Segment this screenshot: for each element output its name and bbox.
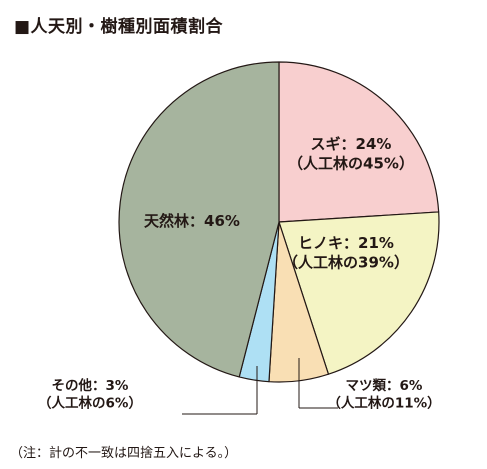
slice-label-sonota-line-1: その他：3%	[52, 377, 129, 394]
slice-label-matsu-line-2: （人工林の11%）	[327, 395, 440, 412]
chart-note: （注：計の不一致は四捨五入による。）	[10, 446, 238, 461]
pie-slices	[118, 61, 440, 383]
slice-label-tennenrin-line-1: 天然林：46%	[144, 212, 240, 230]
slice-label-hinoki-line-1: ヒノキ：21%	[298, 234, 394, 252]
slice-label-sonota: その他：3%（人工林の6%）	[38, 377, 142, 412]
slice-label-matsu: マツ類：6%（人工林の11%）	[327, 378, 440, 412]
slice-label-sonota-line-2: （人工林の6%）	[38, 395, 142, 412]
slice-label-tennenrin: 天然林：46%	[144, 212, 240, 230]
slice-label-sugi-line-2: （人工林の45%）	[288, 155, 414, 173]
chart-title: ■人天別・樹種別面積割合	[14, 17, 224, 37]
slice-label-sugi-line-1: スギ：24%	[311, 135, 392, 153]
pie-slice-hinoki	[278, 211, 440, 375]
pie-slice-tennenrin	[118, 61, 280, 378]
pie-slice-sugi	[278, 61, 440, 223]
slice-label-hinoki-line-2: （人工林の39%）	[283, 254, 409, 272]
slice-label-matsu-line-1: マツ類：6%	[346, 378, 423, 394]
slice-label-sugi: スギ：24% （人工林の45%）	[288, 135, 414, 173]
slice-label-hinoki: ヒノキ：21% （人工林の39%）	[283, 234, 409, 272]
leader-lines	[182, 358, 338, 415]
slice-labels: スギ：24%（人工林の45%）ヒノキ：21%（人工林の39%）マツ類：6%（人工…	[38, 135, 441, 412]
